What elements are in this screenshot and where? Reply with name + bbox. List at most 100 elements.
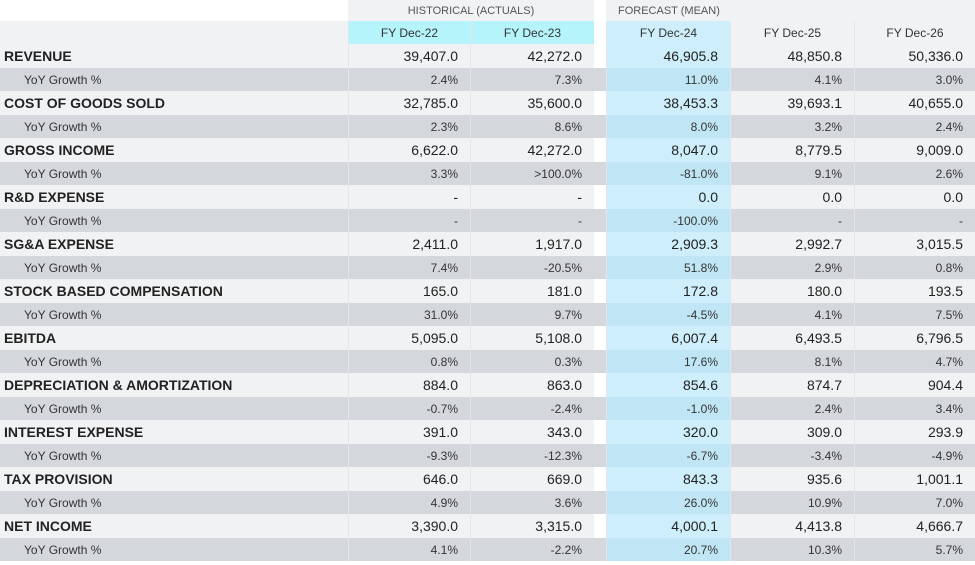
growth-row: YoY Growth % 4.1% -2.2% 20.7% 10.3% 5.7% bbox=[0, 538, 975, 562]
value-cell: -4.9% bbox=[854, 444, 975, 467]
value-cell: 2.4% bbox=[348, 68, 470, 91]
column-gap bbox=[594, 326, 606, 350]
value-cell: 3.4% bbox=[854, 397, 975, 420]
value-cell: 7.3% bbox=[470, 68, 594, 91]
value-cell: -9.3% bbox=[348, 444, 470, 467]
value-cell: 3,390.0 bbox=[348, 514, 470, 538]
value-cell: -100.0% bbox=[606, 209, 730, 232]
value-cell: 3,015.5 bbox=[854, 232, 975, 256]
value-cell: 6,007.4 bbox=[606, 326, 730, 350]
metric-label: TAX PROVISION bbox=[0, 467, 348, 491]
column-gap bbox=[594, 44, 606, 68]
value-cell: 40,655.0 bbox=[854, 91, 975, 115]
metric-label: EBITDA bbox=[0, 326, 348, 350]
value-cell: 0.8% bbox=[854, 256, 975, 279]
column-gap bbox=[594, 444, 606, 467]
column-header[interactable]: FY Dec-22 bbox=[348, 21, 470, 44]
metric-row: GROSS INCOME 6,622.0 42,272.0 8,047.0 8,779.… bbox=[0, 138, 975, 163]
value-cell: 2.4% bbox=[730, 397, 854, 420]
growth-row: YoY Growth % 4.9% 3.6% 26.0% 10.9% 7.0% bbox=[0, 491, 975, 515]
metric-row: NET INCOME 3,390.0 3,315.0 4,000.1 4,413.8 4,… bbox=[0, 514, 975, 539]
column-header[interactable]: FY Dec-23 bbox=[470, 21, 594, 44]
value-cell: 669.0 bbox=[470, 467, 594, 491]
value-cell: 3.0% bbox=[854, 68, 975, 91]
value-cell: >100.0% bbox=[470, 162, 594, 185]
value-cell: 2,909.3 bbox=[606, 232, 730, 256]
metric-label: SG&A EXPENSE bbox=[0, 232, 348, 256]
column-gap bbox=[594, 232, 606, 256]
growth-label: YoY Growth % bbox=[0, 350, 348, 373]
growth-label: YoY Growth % bbox=[0, 68, 348, 91]
value-cell: -0.7% bbox=[348, 397, 470, 420]
value-cell: 7.4% bbox=[348, 256, 470, 279]
column-gap bbox=[594, 21, 606, 44]
growth-row: YoY Growth % -9.3% -12.3% -6.7% -3.4% -4.9% bbox=[0, 444, 975, 468]
column-gap bbox=[594, 397, 606, 420]
column-gap bbox=[594, 0, 606, 21]
value-cell: 9.7% bbox=[470, 303, 594, 326]
value-cell: 5,095.0 bbox=[348, 326, 470, 350]
value-cell: 863.0 bbox=[470, 373, 594, 397]
value-cell: 8.1% bbox=[730, 350, 854, 373]
metric-row: INTEREST EXPENSE 391.0 343.0 320.0 309.0 293.… bbox=[0, 420, 975, 445]
value-cell: 3.2% bbox=[730, 115, 854, 138]
value-cell: - bbox=[854, 209, 975, 232]
column-gap bbox=[594, 91, 606, 115]
value-cell: 343.0 bbox=[470, 420, 594, 444]
value-cell: 6,622.0 bbox=[348, 138, 470, 162]
value-cell: - bbox=[470, 185, 594, 209]
value-cell: 0.0 bbox=[606, 185, 730, 209]
metric-row: COST OF GOODS SOLD 32,785.0 35,600.0 38,453… bbox=[0, 91, 975, 116]
value-cell: 50,336.0 bbox=[854, 44, 975, 68]
value-cell: - bbox=[348, 185, 470, 209]
value-cell: - bbox=[470, 209, 594, 232]
metric-row: EBITDA 5,095.0 5,108.0 6,007.4 6,493.5 6,796.… bbox=[0, 326, 975, 351]
value-cell: 4.9% bbox=[348, 491, 470, 514]
value-cell: 39,407.0 bbox=[348, 44, 470, 68]
group-header-row: HISTORICAL (ACTUALS) FORECAST (MEAN) bbox=[0, 0, 975, 21]
historical-group-header: HISTORICAL (ACTUALS) bbox=[348, 0, 594, 21]
value-cell: 4,413.8 bbox=[730, 514, 854, 538]
column-gap bbox=[594, 68, 606, 91]
value-cell: 39,693.1 bbox=[730, 91, 854, 115]
column-header-row: FY Dec-22 FY Dec-23 FY Dec-24 FY Dec-25 … bbox=[0, 21, 975, 45]
value-cell: 3.3% bbox=[348, 162, 470, 185]
column-header[interactable]: FY Dec-24 bbox=[606, 21, 730, 44]
metric-label: STOCK BASED COMPENSATION bbox=[0, 279, 348, 303]
value-cell: 0.8% bbox=[348, 350, 470, 373]
metric-row: TAX PROVISION 646.0 669.0 843.3 935.6 1,001.1 bbox=[0, 467, 975, 492]
column-gap bbox=[594, 138, 606, 162]
growth-label: YoY Growth % bbox=[0, 444, 348, 467]
value-cell: 193.5 bbox=[854, 279, 975, 303]
value-cell: 320.0 bbox=[606, 420, 730, 444]
value-cell: 10.9% bbox=[730, 491, 854, 514]
column-header[interactable]: FY Dec-25 bbox=[730, 21, 854, 44]
column-gap bbox=[594, 514, 606, 538]
value-cell: 31.0% bbox=[348, 303, 470, 326]
growth-label: YoY Growth % bbox=[0, 397, 348, 420]
growth-label: YoY Growth % bbox=[0, 538, 348, 561]
value-cell: -2.4% bbox=[470, 397, 594, 420]
value-cell: 11.0% bbox=[606, 68, 730, 91]
metric-row: DEPRECIATION & AMORTIZATION 884.0 863.0 854… bbox=[0, 373, 975, 398]
value-cell: 8.0% bbox=[606, 115, 730, 138]
column-gap bbox=[594, 279, 606, 303]
metric-label: GROSS INCOME bbox=[0, 138, 348, 162]
value-cell: -81.0% bbox=[606, 162, 730, 185]
growth-row: YoY Growth % - - -100.0% - - bbox=[0, 209, 975, 233]
value-cell: 854.6 bbox=[606, 373, 730, 397]
column-header[interactable]: FY Dec-26 bbox=[854, 21, 975, 44]
value-cell: -4.5% bbox=[606, 303, 730, 326]
value-cell: 8.6% bbox=[470, 115, 594, 138]
growth-row: YoY Growth % 2.4% 7.3% 11.0% 4.1% 3.0% bbox=[0, 68, 975, 92]
value-cell: 7.0% bbox=[854, 491, 975, 514]
value-cell: 646.0 bbox=[348, 467, 470, 491]
value-cell: 51.8% bbox=[606, 256, 730, 279]
growth-label: YoY Growth % bbox=[0, 209, 348, 232]
value-cell: 0.3% bbox=[470, 350, 594, 373]
value-cell: 4,666.7 bbox=[854, 514, 975, 538]
column-gap bbox=[594, 373, 606, 397]
metric-label: COST OF GOODS SOLD bbox=[0, 91, 348, 115]
header-label-cell bbox=[0, 21, 348, 44]
value-cell: 2,411.0 bbox=[348, 232, 470, 256]
